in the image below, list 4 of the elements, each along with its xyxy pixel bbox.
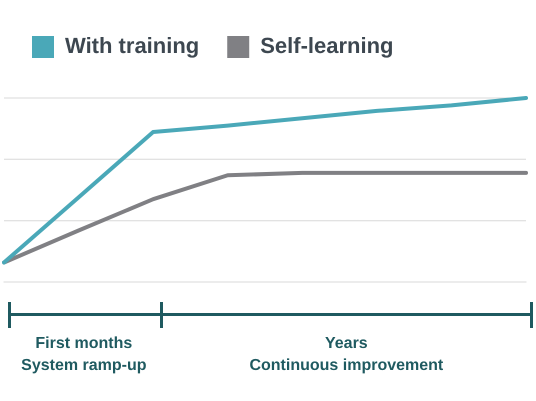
text: First months System ramp-up <box>20 334 148 376</box>
text: Years Continuous improvement <box>248 334 444 376</box>
legend-label: With training <box>65 33 200 58</box>
legend-label: Self-learning <box>260 33 394 58</box>
